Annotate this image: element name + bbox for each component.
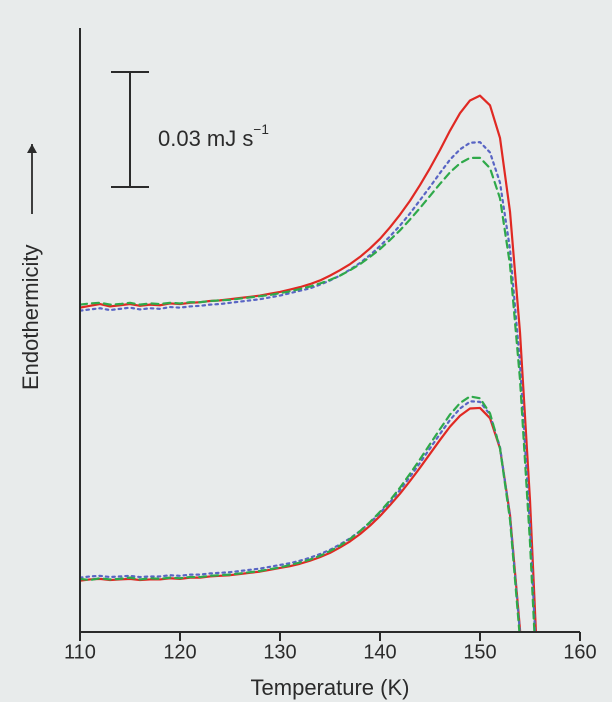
x-tick-label: 120 (163, 642, 196, 664)
dsc-chart: 110 120 130 140 150 160 Temperature (K) Endothe… (0, 0, 612, 702)
x-tick-label: 130 (263, 642, 296, 664)
x-tick-label: 160 (563, 642, 596, 664)
scale-bar-label: 0.03 mJ s−1 (158, 122, 269, 151)
figure-container: 110 120 130 140 150 160 Temperature (K) Endothe… (0, 0, 612, 702)
x-axis-label: Temperature (K) (251, 675, 410, 700)
x-tick-label: 110 (64, 642, 96, 664)
y-axis-label: Endothermicity (18, 244, 43, 390)
plot-area (80, 28, 580, 632)
x-tick-label: 140 (363, 642, 396, 664)
x-tick-label: 150 (463, 642, 496, 664)
